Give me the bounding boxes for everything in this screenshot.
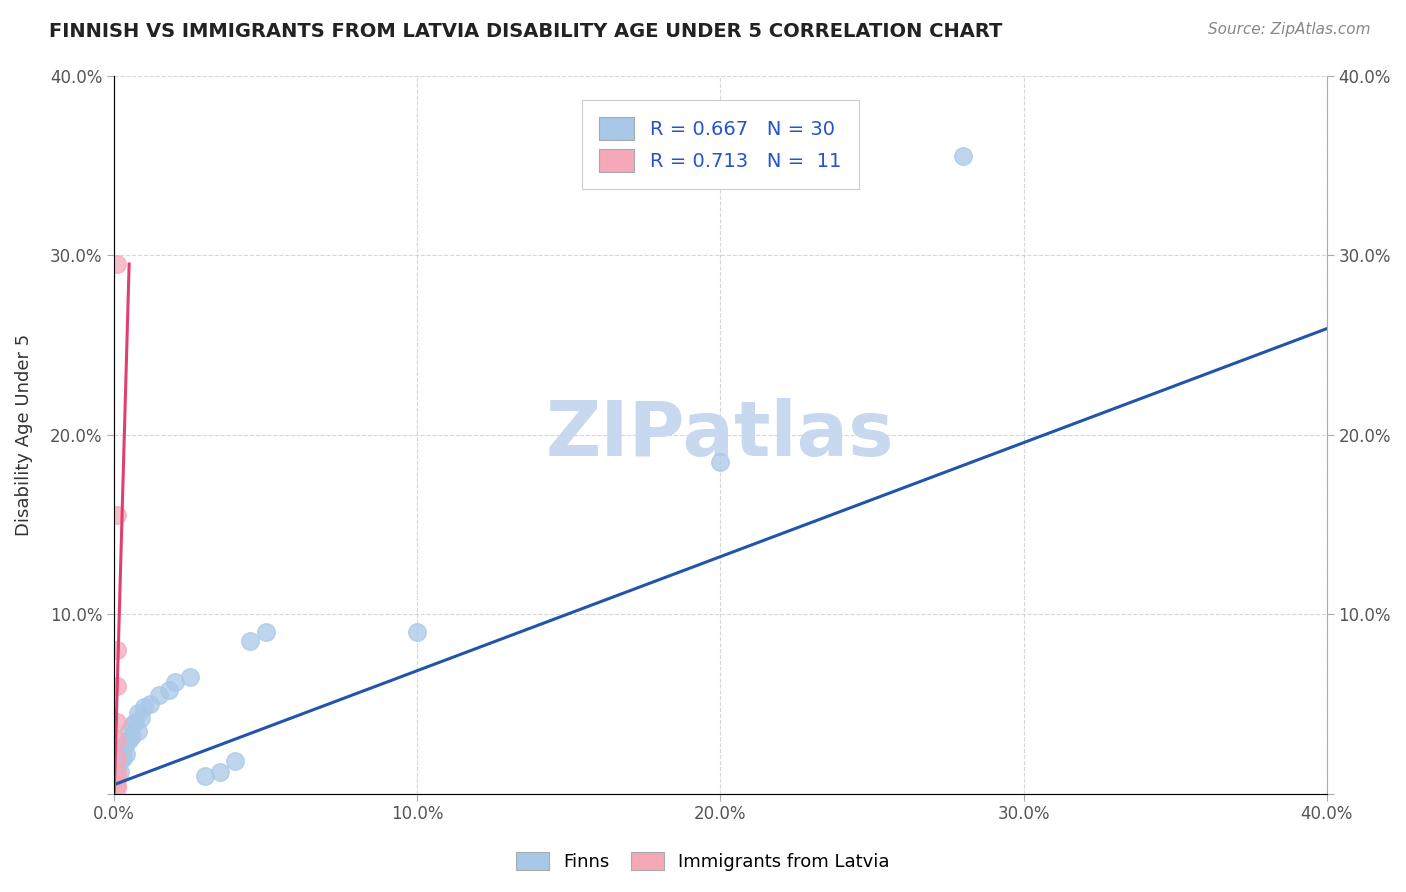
Point xyxy=(121,718,143,732)
Point xyxy=(139,697,162,711)
Point xyxy=(105,772,128,787)
Point xyxy=(105,732,128,747)
Y-axis label: Disability Age Under 5: Disability Age Under 5 xyxy=(15,334,32,536)
Text: FINNISH VS IMMIGRANTS FROM LATVIA DISABILITY AGE UNDER 5 CORRELATION CHART: FINNISH VS IMMIGRANTS FROM LATVIA DISABI… xyxy=(49,22,1002,41)
Point xyxy=(157,682,180,697)
Point xyxy=(108,765,131,780)
Point xyxy=(105,765,128,780)
Point xyxy=(105,714,128,729)
Point xyxy=(709,454,731,468)
Point xyxy=(179,670,201,684)
Point xyxy=(127,706,149,720)
Point xyxy=(105,679,128,693)
Point xyxy=(105,751,128,765)
Point xyxy=(105,778,128,792)
Point xyxy=(148,688,170,702)
Point xyxy=(209,765,232,780)
Point xyxy=(127,723,149,738)
Point xyxy=(118,723,141,738)
Text: Source: ZipAtlas.com: Source: ZipAtlas.com xyxy=(1208,22,1371,37)
Point xyxy=(112,751,135,765)
Legend: R = 0.667   N = 30, R = 0.713   N =  11: R = 0.667 N = 30, R = 0.713 N = 11 xyxy=(582,100,859,189)
Point xyxy=(105,643,128,657)
Point xyxy=(115,736,138,750)
Point xyxy=(112,741,135,756)
Point xyxy=(406,625,429,640)
Point xyxy=(124,714,146,729)
Point xyxy=(105,508,128,523)
Point xyxy=(163,675,186,690)
Point xyxy=(118,732,141,747)
Point xyxy=(105,781,128,796)
Point xyxy=(239,634,262,648)
Point xyxy=(224,755,246,769)
Point xyxy=(105,760,128,774)
Point xyxy=(121,729,143,743)
Point xyxy=(105,257,128,271)
Text: ZIPatlas: ZIPatlas xyxy=(546,398,894,472)
Point xyxy=(105,769,128,783)
Point xyxy=(952,149,974,163)
Legend: Finns, Immigrants from Latvia: Finns, Immigrants from Latvia xyxy=(509,845,897,879)
Point xyxy=(108,755,131,769)
Point xyxy=(134,700,156,714)
Point xyxy=(194,769,217,783)
Point xyxy=(254,625,277,640)
Point xyxy=(115,747,138,761)
Point xyxy=(129,711,152,725)
